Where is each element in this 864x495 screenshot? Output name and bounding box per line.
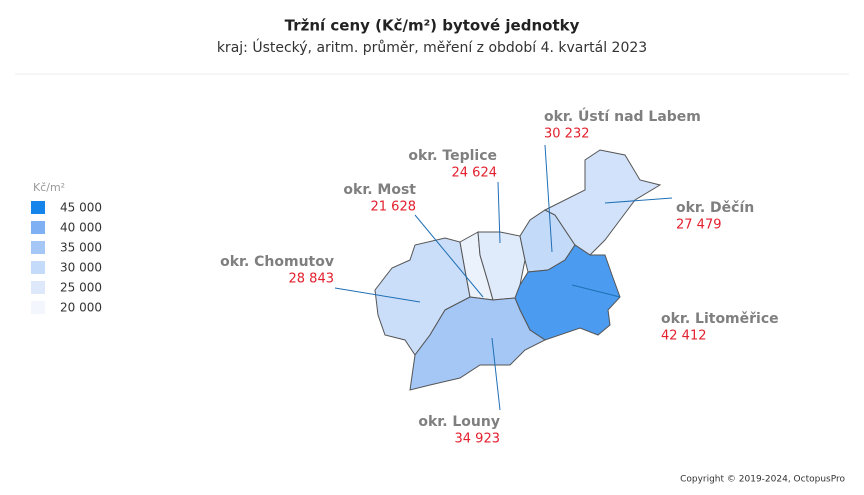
leader-line bbox=[544, 144, 553, 253]
legend-swatch bbox=[31, 221, 45, 234]
region-value: 34 923 bbox=[455, 432, 501, 447]
region-value: 21 628 bbox=[371, 200, 417, 215]
legend-label: 25 000 bbox=[60, 281, 102, 295]
copyright: Copyright © 2019-2024, OctopusPro bbox=[680, 475, 845, 485]
title: Tržní ceny (Kč/m²) bytové jednotky bbox=[285, 17, 580, 35]
region-value: 42 412 bbox=[661, 329, 707, 344]
legend-label: 30 000 bbox=[60, 261, 102, 275]
leader-line bbox=[571, 284, 621, 298]
region-name: okr. Teplice bbox=[408, 148, 497, 164]
leader-line bbox=[604, 197, 673, 204]
region bbox=[409, 296, 546, 391]
leader-line bbox=[414, 214, 484, 298]
legend-swatch bbox=[31, 241, 45, 254]
leader-line bbox=[497, 181, 501, 244]
legend-swatch bbox=[31, 301, 45, 314]
legend-title: Kč/m² bbox=[33, 181, 65, 194]
legend-label: 40 000 bbox=[60, 221, 102, 235]
legend-swatch bbox=[31, 201, 45, 214]
region-value: 30 232 bbox=[544, 127, 590, 142]
region-name: okr. Děčín bbox=[676, 200, 754, 216]
region-name: okr. Chomutov bbox=[220, 254, 334, 270]
region-value: 27 479 bbox=[676, 218, 722, 233]
region-name: okr. Most bbox=[343, 182, 416, 198]
legend-label: 45 000 bbox=[60, 201, 102, 215]
legend-swatch bbox=[31, 261, 45, 274]
subtitle: kraj: Ústecký, aritm. průměr, měření z o… bbox=[217, 38, 647, 56]
region-value: 24 624 bbox=[452, 166, 498, 181]
legend-label: 20 000 bbox=[60, 301, 102, 315]
region-name: okr. Litoměřice bbox=[661, 311, 779, 327]
region-value: 28 843 bbox=[289, 272, 335, 287]
leader-line bbox=[334, 287, 421, 303]
legend-swatch bbox=[31, 281, 45, 294]
region-name: okr. Louny bbox=[418, 414, 500, 430]
leader-line bbox=[491, 337, 501, 411]
legend-label: 35 000 bbox=[60, 241, 102, 255]
region-name: okr. Ústí nad Labem bbox=[544, 107, 701, 125]
